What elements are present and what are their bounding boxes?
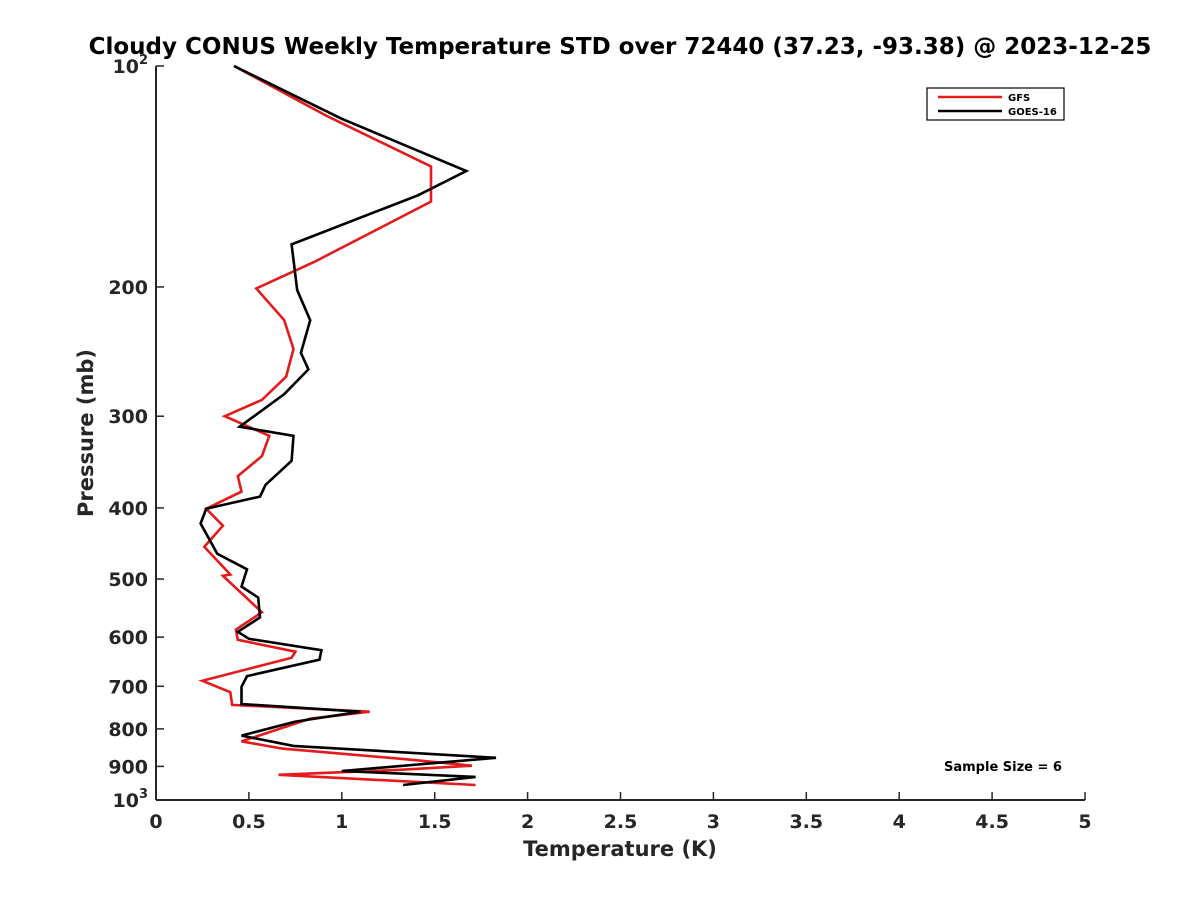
- y-tick-label: 103: [113, 787, 149, 812]
- chart-title: Cloudy CONUS Weekly Temperature STD over…: [89, 34, 1152, 60]
- plot-area: [155, 66, 1085, 801]
- series-line-gfs: [198, 64, 476, 787]
- x-tick-label: 4.5: [975, 811, 1009, 833]
- y-tick-label: 600: [108, 627, 148, 649]
- y-axis-title: Pressure (mb): [74, 349, 98, 517]
- legend-label-goes16: GOES-16: [1008, 107, 1057, 118]
- y-tick-label: 300: [108, 406, 148, 428]
- y-tick-label: 900: [108, 756, 148, 778]
- y-tick-label: 102: [113, 53, 149, 78]
- y-tick-label: 800: [108, 719, 148, 741]
- x-tick-label: 3: [707, 811, 720, 833]
- series-line-goes-16: [199, 64, 497, 787]
- x-tick-label: 1.5: [418, 811, 452, 833]
- x-tick-label: 2.5: [604, 811, 638, 833]
- y-tick-label: 400: [108, 498, 148, 520]
- x-tick-label: 0: [149, 811, 162, 833]
- y-axis-ticks: 102 200 300 400 500 600 700 800 900 103: [108, 53, 164, 812]
- legend-label-gfs: GFS: [1008, 93, 1030, 104]
- x-tick-label: 4: [893, 811, 906, 833]
- sample-size-annotation: Sample Size = 6: [944, 760, 1062, 775]
- x-tick-label: 5: [1078, 811, 1091, 833]
- y-tick-label: 200: [108, 277, 148, 299]
- legend-box: [926, 87, 1065, 121]
- y-tick-label: 700: [108, 676, 148, 698]
- x-tick-label: 1: [335, 811, 348, 833]
- x-axis-ticks: 0 0.5 1 1.5 2 2.5 3 3.5 4 4.5 5: [149, 792, 1092, 833]
- x-tick-label: 2: [521, 811, 534, 833]
- x-axis-title: Temperature (K): [523, 837, 717, 861]
- legend: GFS GOES-16: [926, 87, 1065, 121]
- x-tick-label: 0.5: [232, 811, 266, 833]
- y-tick-label: 500: [108, 569, 148, 591]
- series-layer: [198, 64, 497, 787]
- x-tick-label: 3.5: [789, 811, 823, 833]
